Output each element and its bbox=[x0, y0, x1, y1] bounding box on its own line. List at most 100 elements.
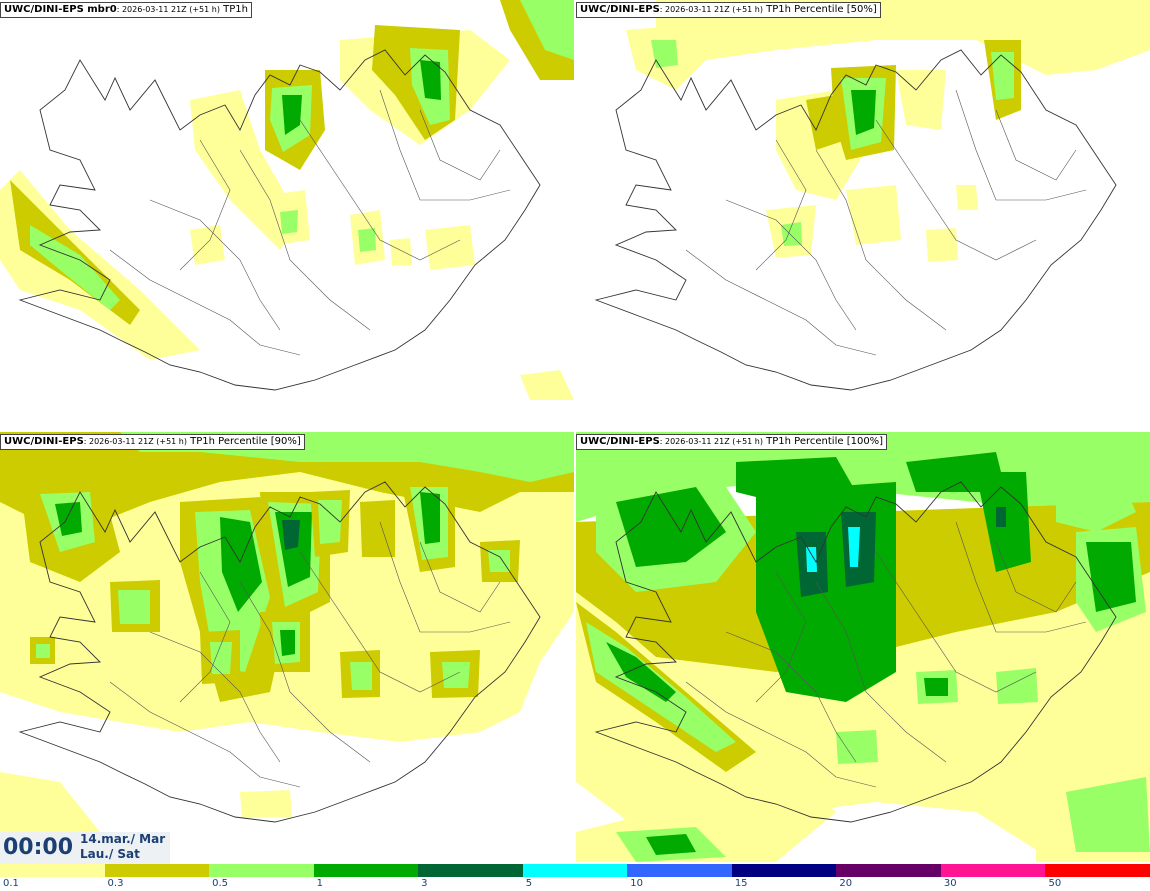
road-line bbox=[179, 571, 231, 703]
legend-swatch bbox=[940, 864, 1046, 877]
legend-swatch bbox=[418, 864, 523, 877]
precip-area-g bbox=[280, 210, 298, 234]
precip-area-g bbox=[30, 225, 120, 310]
precip-map-p90 bbox=[0, 432, 574, 862]
precip-area-c bbox=[848, 527, 860, 567]
precip-area-y bbox=[240, 790, 292, 818]
road-line bbox=[379, 89, 511, 201]
precip-area-y bbox=[390, 238, 412, 266]
panel-title: UWC/DINI-EPS: 2026-03-11 21Z (+51 h) TP1… bbox=[576, 434, 888, 450]
precip-area-d bbox=[924, 678, 948, 696]
legend-swatch bbox=[522, 864, 628, 877]
road-line bbox=[875, 551, 1037, 693]
precip-area-c bbox=[806, 547, 817, 572]
map-panel-p50: UWC/DINI-EPS: 2026-03-11 21Z (+51 h) TP1… bbox=[576, 0, 1150, 430]
legend-label: 20 bbox=[839, 878, 853, 889]
road-line bbox=[149, 631, 281, 763]
road-line bbox=[685, 681, 877, 788]
precip-area-d bbox=[55, 502, 82, 536]
precip-area-d bbox=[280, 630, 295, 656]
panel-title: UWC/DINI-EPS: 2026-03-11 21Z (+51 h) TP1… bbox=[576, 2, 881, 18]
field-name: TP1h Percentile [50%] bbox=[762, 4, 877, 15]
coastline bbox=[18, 49, 541, 391]
run-time: : 2026-03-11 21Z (+51 h) bbox=[659, 5, 763, 14]
legend-label: 3 bbox=[421, 878, 428, 889]
precip-area-g bbox=[1066, 777, 1150, 852]
model-name: UWC/DINI-EPS bbox=[580, 4, 660, 15]
model-name: UWC/DINI-EPS bbox=[580, 436, 660, 447]
precip-area-g bbox=[442, 662, 470, 688]
precip-area-g bbox=[651, 40, 678, 68]
precip-area-d bbox=[420, 492, 440, 544]
legend-swatch bbox=[731, 864, 837, 877]
road-line bbox=[815, 581, 947, 763]
legend-label: 30 bbox=[943, 878, 957, 889]
field-name: TP1h Percentile [100%] bbox=[762, 436, 884, 447]
precip-area-g bbox=[210, 642, 232, 674]
precip-area-y bbox=[0, 170, 200, 360]
road-line bbox=[995, 541, 1077, 613]
road-line bbox=[725, 199, 857, 331]
road-line bbox=[149, 199, 281, 331]
coastline bbox=[18, 481, 541, 823]
road-line bbox=[299, 551, 461, 693]
precip-area-k bbox=[282, 520, 300, 550]
legend-swatch bbox=[627, 864, 732, 877]
precip-area-k bbox=[996, 507, 1006, 527]
precip-area-y bbox=[520, 370, 574, 400]
precip-area-g bbox=[118, 590, 150, 624]
precip-area-g bbox=[836, 730, 878, 764]
precip-map-p50 bbox=[594, 0, 1150, 391]
run-time: : 2026-03-11 21Z (+51 h) bbox=[83, 437, 187, 446]
map-panel-member0: UWC/DINI-EPS mbr0: 2026-03-11 21Z (+51 h… bbox=[0, 0, 574, 430]
precip-area-o bbox=[360, 500, 395, 557]
precip-area-d bbox=[851, 90, 876, 135]
model-name: UWC/DINI-EPS mbr0 bbox=[4, 4, 117, 15]
valid-time: 00:00 bbox=[3, 835, 74, 860]
road-line bbox=[239, 149, 371, 331]
precip-area-g bbox=[488, 550, 510, 572]
precip-area-d bbox=[282, 95, 302, 135]
road-line bbox=[755, 139, 807, 271]
legend-swatch bbox=[209, 864, 314, 877]
precip-area-d bbox=[646, 834, 696, 855]
precip-area-g bbox=[1056, 467, 1136, 532]
model-name: UWC/DINI-EPS bbox=[4, 436, 84, 447]
road-line bbox=[955, 89, 1087, 201]
precip-area-d bbox=[220, 517, 262, 612]
coastline bbox=[594, 481, 1117, 823]
coastline bbox=[594, 49, 1117, 391]
precip-area-g bbox=[996, 668, 1038, 704]
legend-label: 5 bbox=[525, 878, 533, 889]
road-line bbox=[239, 581, 371, 763]
legend-label: 1 bbox=[316, 878, 323, 889]
precip-area-d bbox=[606, 642, 676, 702]
panel-title: UWC/DINI-EPS mbr0: 2026-03-11 21Z (+51 h… bbox=[0, 2, 252, 18]
legend-swatch bbox=[313, 864, 419, 877]
road-line bbox=[419, 109, 501, 181]
legend-label: 0.1 bbox=[3, 878, 19, 889]
precip-area-d bbox=[420, 60, 441, 100]
precip-area-y bbox=[896, 70, 946, 130]
road-line bbox=[419, 541, 501, 613]
legend-color-bar bbox=[0, 864, 1150, 877]
road-line bbox=[995, 109, 1077, 181]
road-line bbox=[109, 681, 301, 788]
precip-area-y bbox=[656, 0, 1150, 75]
valid-weekday: Lau./ Sat bbox=[80, 847, 140, 861]
valid-date: 14.mar./ Mar bbox=[80, 832, 166, 846]
road-line bbox=[685, 249, 877, 356]
run-time: : 2026-03-11 21Z (+51 h) bbox=[116, 5, 220, 14]
precip-area-g bbox=[350, 662, 372, 690]
precip-map-member0 bbox=[0, 0, 574, 400]
road-line bbox=[299, 119, 461, 261]
valid-time-box: 00:00 14.mar./ Mar Lau./ Sat bbox=[0, 832, 170, 864]
legend-swatch bbox=[0, 864, 105, 877]
map-panel-p100: UWC/DINI-EPS: 2026-03-11 21Z (+51 h) TP1… bbox=[576, 432, 1150, 862]
precip-area-y bbox=[846, 185, 901, 245]
panel-title: UWC/DINI-EPS: 2026-03-11 21Z (+51 h) TP1… bbox=[0, 434, 305, 450]
precip-area-g bbox=[36, 644, 50, 658]
precip-area-g bbox=[991, 52, 1014, 100]
precip-area-y bbox=[190, 225, 225, 265]
precip-map-p100 bbox=[576, 432, 1150, 862]
